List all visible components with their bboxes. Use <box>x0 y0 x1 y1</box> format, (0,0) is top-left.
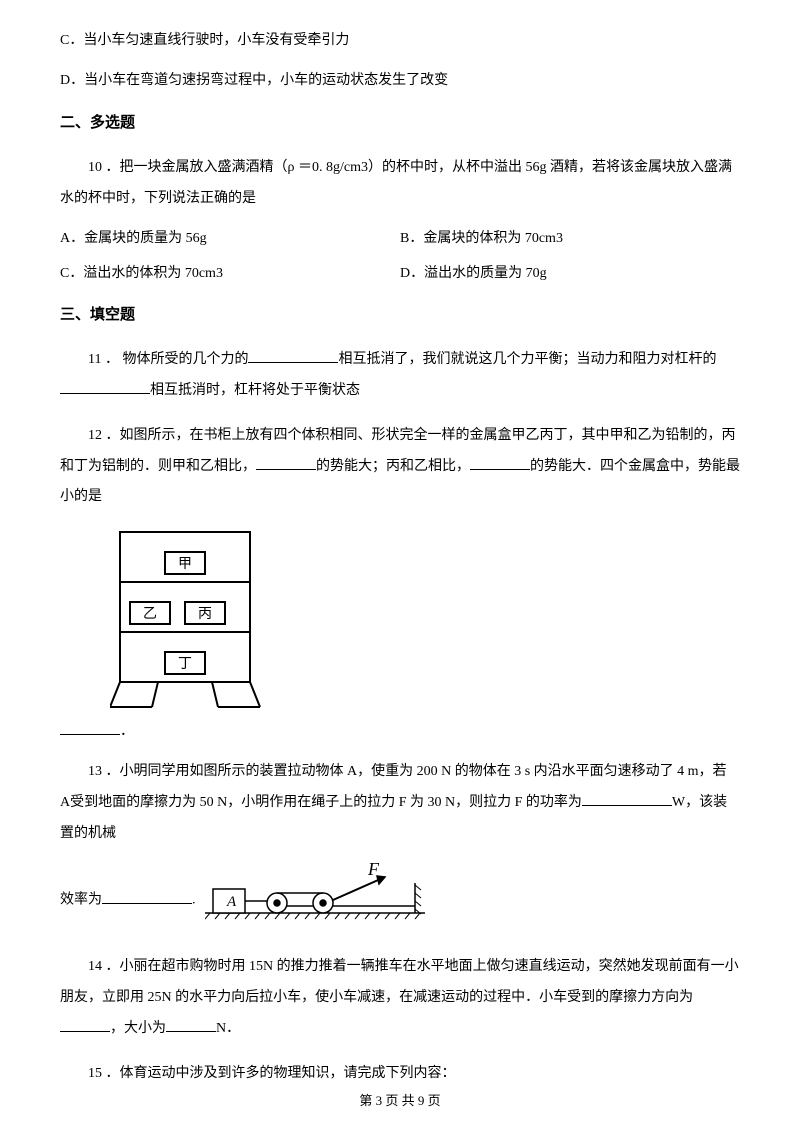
q10-opt-b: B．金属块的体积为 70cm3 <box>400 228 740 250</box>
label-force-f: F <box>367 863 380 879</box>
q11-blank1 <box>248 349 338 363</box>
q11-p3: 相互抵消时，杠杆将处于平衡状态 <box>150 383 360 398</box>
q10-opt-c: C．溢出水的体积为 70cm3 <box>60 263 400 285</box>
question-15: 15 ．体育运动中涉及到许多的物理知识，请完成下列内容： <box>60 1059 740 1090</box>
question-13: 13 ．小明同学用如图所示的装置拉动物体 A，使重为 200 N 的物体在 3 … <box>60 757 740 849</box>
label-jia: 甲 <box>178 557 192 572</box>
q10-options-row2: C．溢出水的体积为 70cm3 D．溢出水的质量为 70g <box>60 263 740 285</box>
q11-p2: 相互抵消了，我们就说这几个力平衡；当动力和阻力对杠杆的 <box>338 352 716 367</box>
q12-blank3 <box>60 721 120 735</box>
label-yi: 乙 <box>143 606 157 622</box>
q14-p2: ，大小为 <box>110 1021 166 1036</box>
q12-trailing: ． <box>60 721 740 743</box>
figure-bookshelf: 甲 乙 丙 丁 <box>110 527 740 720</box>
q12-blank1 <box>256 456 316 470</box>
q13-p3: 效率为 <box>60 893 102 908</box>
question-12: 12 ．如图所示，在书柜上放有四个体积相同、形状完全一样的金属盒甲乙丙丁，其中甲… <box>60 421 740 513</box>
q14-p1: 14 ．小丽在超市购物时用 15N 的推力推着一辆推车在水平地面上做匀速直线运动… <box>60 959 739 1005</box>
section-3-title: 三、填空题 <box>60 303 740 327</box>
figure-pulley: A F <box>205 863 425 938</box>
option-d: D．当小车在弯道匀速拐弯过程中，小车的运动状态发生了改变 <box>60 70 740 92</box>
option-c: C．当小车匀速直线行驶时，小车没有受牵引力 <box>60 30 740 52</box>
label-block-a: A <box>226 894 237 910</box>
question-10-stem: 10 ．把一块金属放入盛满酒精（ρ ＝0. 8g/cm3）的杯中时，从杯中溢出 … <box>60 153 740 215</box>
q12-p2: 的势能大；丙和乙相比， <box>316 459 470 474</box>
label-ding: 丁 <box>178 657 192 672</box>
page-footer: 第 3 页 共 9 页 <box>0 1091 800 1112</box>
q10-opt-d: D．溢出水的质量为 70g <box>400 263 740 285</box>
label-bing: 丙 <box>198 607 212 622</box>
q11-blank2 <box>60 380 150 394</box>
q13-blank1 <box>582 792 672 806</box>
question-13-line2: 效率为. <box>60 863 740 938</box>
q14-p3: N． <box>216 1021 240 1036</box>
q14-blank1 <box>60 1018 110 1032</box>
q14-blank2 <box>166 1018 216 1032</box>
q13-p4: . <box>192 893 196 908</box>
q11-p1: 11 ． 物体所受的几个力的 <box>88 352 248 367</box>
q13-blank2 <box>102 890 192 904</box>
question-11: 11 ． 物体所受的几个力的 相互抵消了，我们就说这几个力平衡；当动力和阻力对杠杆… <box>60 345 740 407</box>
q10-opt-a: A．金属块的质量为 56g <box>60 228 400 250</box>
q12-blank2 <box>470 456 530 470</box>
section-2-title: 二、多选题 <box>60 111 740 135</box>
question-14: 14 ．小丽在超市购物时用 15N 的推力推着一辆推车在水平地面上做匀速直线运动… <box>60 952 740 1044</box>
q12-p4: ． <box>120 724 134 739</box>
q10-options-row1: A．金属块的质量为 56g B．金属块的体积为 70cm3 <box>60 228 740 250</box>
